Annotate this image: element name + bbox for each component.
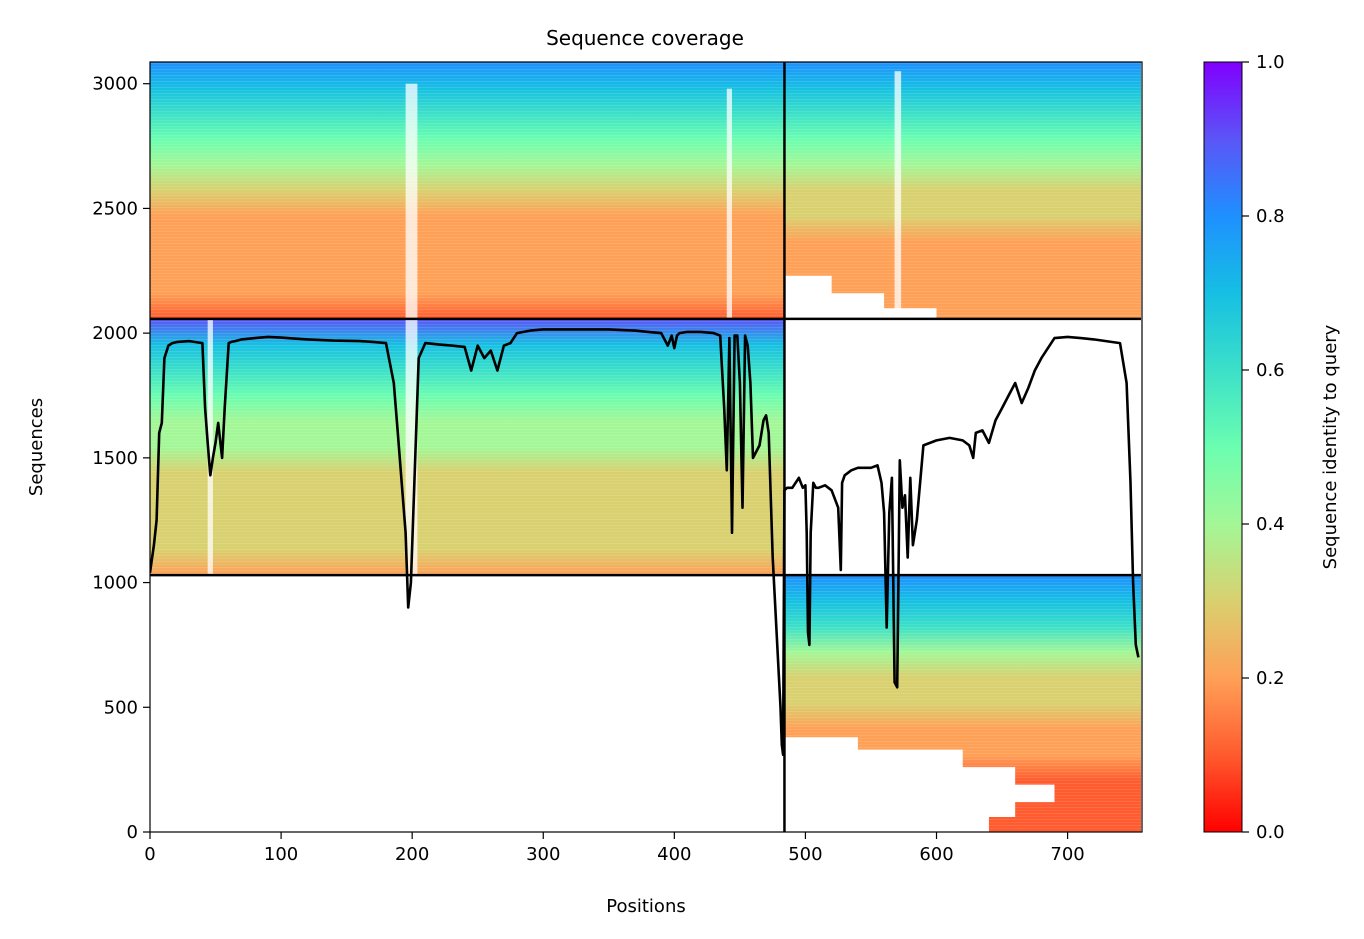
colorbar-label: Sequence identity to query: [1320, 324, 1341, 569]
coverage-gaps: [207, 71, 1055, 832]
x-tick-label: 100: [264, 844, 298, 865]
x-tick-label: 700: [1050, 844, 1084, 865]
y-tick-label: 2000: [92, 323, 138, 344]
coverage-gap-streak: [894, 71, 902, 319]
colorbar-tick-label: 0.6: [1256, 360, 1285, 381]
x-tick-label: 300: [526, 844, 560, 865]
y-tick-label: 2500: [92, 198, 138, 219]
coverage-gap-streak: [405, 318, 418, 576]
y-tick-label: 0: [127, 822, 138, 843]
y-axis: 0 500 1000 1500 2000 2500 3000: [92, 74, 150, 843]
x-axis: 0 100 200 300 400 500 600 700: [144, 832, 1085, 865]
colorbar-tick-label: 0.2: [1256, 668, 1285, 689]
coverage-gap-streak: [726, 88, 733, 319]
y-tick-label: 1000: [92, 573, 138, 594]
x-tick-label: 600: [919, 844, 953, 865]
colorbar-tick-label: 0.4: [1256, 514, 1285, 535]
plot-frame: [149, 61, 1143, 833]
colorbar-tick-label: 1.0: [1256, 52, 1285, 73]
y-tick-label: 1500: [92, 448, 138, 469]
x-axis-label: Positions: [606, 896, 685, 917]
coverage-line: [150, 328, 1140, 757]
coverage-block-texture: [784, 62, 1141, 319]
x-tick-label: 500: [788, 844, 822, 865]
coverage-gap: [784, 737, 1055, 832]
colorbar-tick-label: 0.0: [1256, 822, 1285, 843]
colorbar-ticks: 0.0 0.2 0.4 0.6 0.8 1.0: [1242, 52, 1285, 843]
colorbar-tick-label: 0.8: [1256, 206, 1285, 227]
x-tick-label: 0: [144, 844, 155, 865]
coverage-line-layer: [150, 328, 1140, 757]
y-tick-label: 3000: [92, 74, 138, 95]
y-axis-label: Sequences: [26, 398, 47, 496]
y-tick-label: 500: [104, 697, 138, 718]
x-tick-label: 400: [657, 844, 691, 865]
coverage-blocks: [150, 62, 1141, 832]
coverage-gap-streak: [405, 83, 418, 319]
coverage-gap: [784, 275, 937, 319]
x-tick-label: 200: [395, 844, 429, 865]
coverage-block-texture: [150, 318, 785, 576]
chart-title: Sequence coverage: [546, 26, 744, 50]
colorbar: [1203, 61, 1243, 833]
coverage-block-texture: [150, 62, 785, 319]
coverage-gap-streak: [207, 318, 213, 576]
